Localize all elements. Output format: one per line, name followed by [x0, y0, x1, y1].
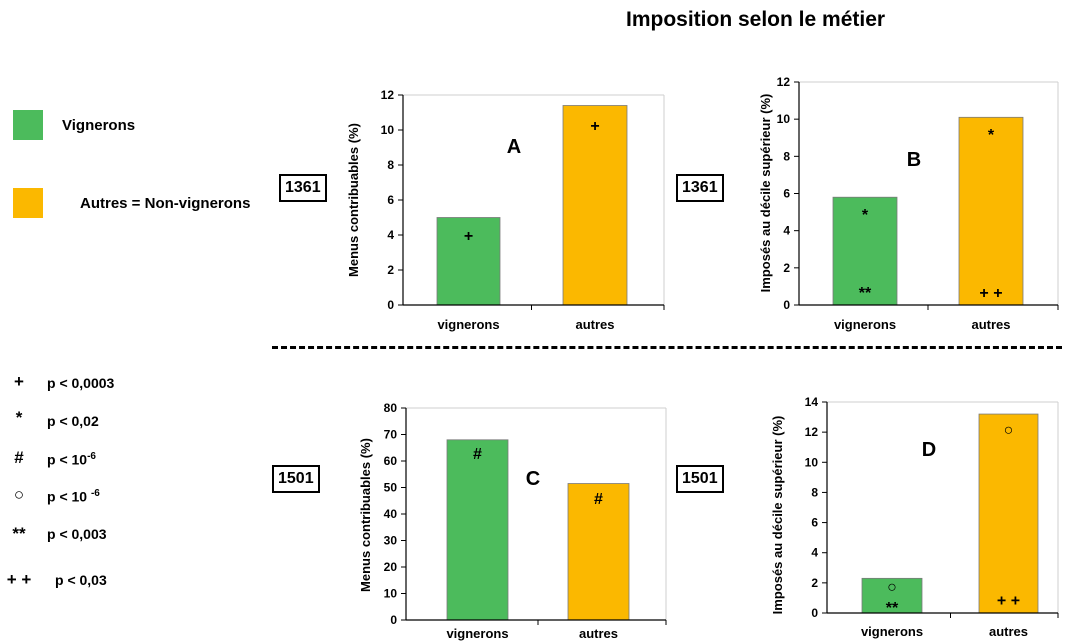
- chart-a-ytick-label: 8: [387, 158, 394, 172]
- sig-symbol-star: *: [15, 408, 23, 427]
- sig-symbol-double-star: **: [12, 524, 26, 543]
- chart-c-bar-vignerons: [446, 439, 509, 621]
- chart-c-ytick-label: 30: [384, 534, 398, 548]
- chart-a-panel-letter: A: [507, 136, 521, 158]
- chart-a-marker-1: +: [590, 118, 599, 135]
- year-label-1501-c: 1501: [272, 465, 320, 493]
- sig-text-star: p < 0,02: [47, 413, 99, 429]
- chart-d-ytick-label: 4: [811, 546, 818, 560]
- year-label-1361-a: 1361: [279, 174, 327, 202]
- sig-text-circle-base: p < 10: [47, 488, 91, 505]
- chart-c-category-label: vignerons: [446, 626, 508, 641]
- chart-d-marker-0: ○: [887, 579, 897, 596]
- chart-b-marker-3: + +: [979, 285, 1002, 302]
- chart-a-ylabel: Menus contribuables (%): [346, 123, 361, 277]
- sig-text-circle-exp: -6: [90, 488, 100, 499]
- chart-c-ytick-label: 70: [384, 428, 398, 442]
- sig-text-hash-base: p < 10: [47, 451, 88, 468]
- chart-c-ytick-label: 10: [384, 587, 398, 601]
- chart-c-ytick-label: 20: [384, 560, 398, 574]
- chart-b-bar-autres: [958, 116, 1024, 306]
- legend-swatch-vignerons: [13, 110, 43, 140]
- sig-symbol-hash: #: [14, 448, 24, 467]
- chart-b-ylabel: Imposés au décile supérieur (%): [758, 94, 773, 293]
- chart-d-ytick-label: 6: [811, 516, 818, 530]
- chart-a-ytick-label: 2: [387, 263, 394, 277]
- chart-c-ytick-label: 0: [390, 613, 397, 627]
- chart-a-ytick-label: 12: [381, 88, 395, 102]
- chart-d-ytick-label: 10: [805, 455, 819, 469]
- chart-c-panel-letter: C: [526, 468, 540, 490]
- sig-text-double-star: p < 0,003: [47, 526, 107, 542]
- chart-c-category-label: autres: [579, 626, 618, 641]
- chart-d-ytick-label: 8: [811, 485, 818, 499]
- chart-a-category-label: autres: [575, 317, 614, 332]
- sig-symbol-double-plus: + +: [6, 570, 32, 589]
- legend-swatch-autres: [13, 188, 43, 218]
- chart-d-category-label: vignerons: [861, 624, 923, 639]
- chart-b-marker-0: *: [862, 207, 869, 224]
- sig-text-hash-exp: -6: [87, 451, 96, 462]
- chart-d-marker-2: ○: [1004, 422, 1014, 439]
- chart-b-category-label: vignerons: [834, 317, 896, 332]
- chart-b-ytick-label: 2: [783, 261, 790, 275]
- figure-title: Imposition selon le métier: [626, 8, 886, 31]
- section-divider: [272, 346, 1062, 349]
- chart-d-panel-letter: D: [922, 439, 936, 461]
- sig-text-circle: p < 10 -6: [47, 488, 100, 505]
- chart-a-ytick-label: 6: [387, 193, 394, 207]
- chart-c-ylabel: Menus contribuables (%): [358, 438, 373, 592]
- chart-d-ylabel: Imposés au décile supérieur (%): [770, 416, 785, 615]
- year-label-1361-b: 1361: [676, 174, 724, 202]
- chart-c-ytick-label: 80: [384, 401, 398, 415]
- chart-d-marker-1: **: [886, 600, 899, 617]
- sig-text-hash: p < 10-6: [47, 451, 96, 468]
- chart-d-category-label: autres: [989, 624, 1028, 639]
- chart-c-ytick-label: 40: [384, 507, 398, 521]
- chart-c-bar-autres: [567, 483, 630, 621]
- year-label-1501-d: 1501: [676, 465, 724, 493]
- sig-text-double-plus: p < 0,03: [55, 572, 107, 588]
- chart-d-ytick-label: 2: [811, 576, 818, 590]
- chart-c-marker-0: #: [473, 446, 482, 463]
- chart-a-ytick-label: 4: [387, 228, 394, 242]
- chart-a-bar-vignerons: [436, 217, 501, 306]
- chart-d-ytick-label: 0: [811, 606, 818, 620]
- chart-b-panel-letter: B: [907, 149, 921, 171]
- chart-b-ytick-label: 12: [777, 75, 791, 89]
- sig-symbol-plus: +: [14, 372, 24, 391]
- chart-a-ytick-label: 10: [381, 123, 395, 137]
- chart-b-ytick-label: 8: [783, 149, 790, 163]
- legend-label-autres: Autres = Non-vignerons: [80, 195, 251, 212]
- chart-d-marker-3: + +: [997, 592, 1020, 609]
- sig-text-plus: p < 0,0003: [47, 375, 115, 391]
- chart-a-category-label: vignerons: [437, 317, 499, 332]
- chart-b-ytick-label: 6: [783, 187, 790, 201]
- chart-b-category-label: autres: [971, 317, 1010, 332]
- chart-b-bar-vignerons: [832, 196, 898, 306]
- chart-b-ytick-label: 0: [783, 298, 790, 312]
- chart-d-bar-autres: [978, 413, 1039, 614]
- chart-b-marker-1: **: [859, 285, 872, 302]
- chart-d-ytick-label: 12: [805, 425, 819, 439]
- chart-c-ytick-label: 50: [384, 481, 398, 495]
- chart-a-ytick-label: 0: [387, 298, 394, 312]
- chart-b-marker-2: *: [988, 127, 995, 144]
- chart-a-bar-autres: [562, 105, 628, 306]
- chart-a-marker-0: +: [464, 228, 473, 245]
- legend-label-vignerons: Vignerons: [62, 117, 136, 134]
- sig-symbol-circle: ○: [13, 485, 25, 504]
- chart-d-ytick-label: 14: [805, 395, 819, 409]
- chart-c-ytick-label: 60: [384, 454, 398, 468]
- chart-c-marker-1: #: [594, 491, 603, 508]
- chart-b-ytick-label: 4: [783, 224, 790, 238]
- chart-b-ytick-label: 10: [777, 112, 791, 126]
